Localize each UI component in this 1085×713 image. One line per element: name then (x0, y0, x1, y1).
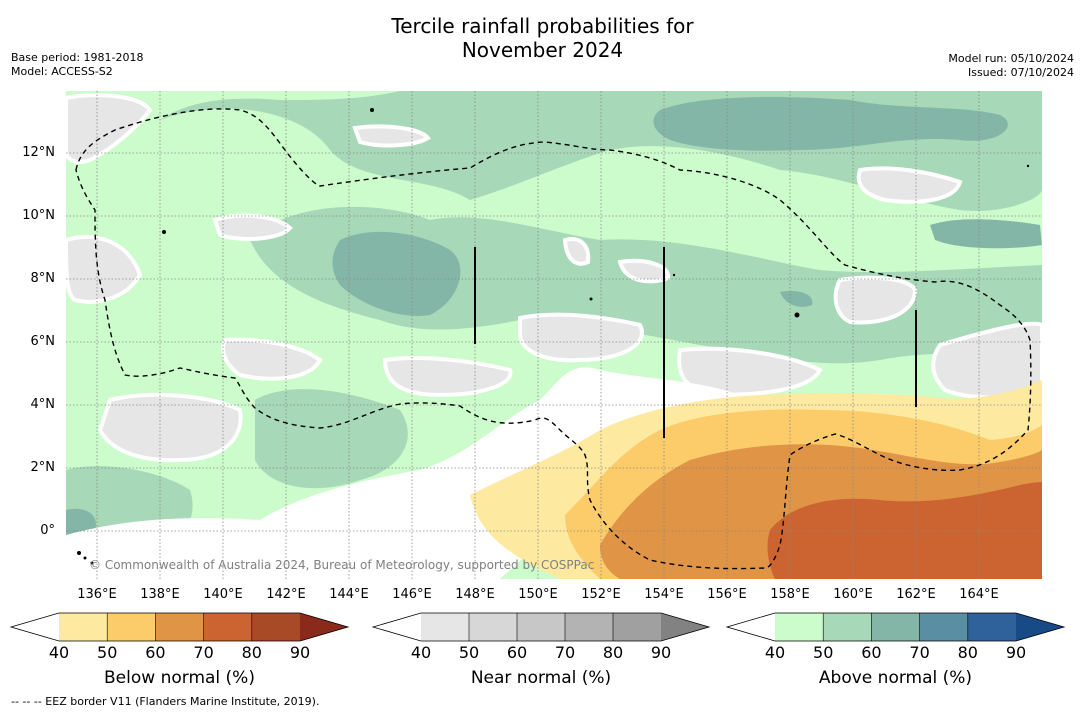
colorbar-segment (469, 613, 517, 641)
colorbar-segment (155, 613, 204, 641)
lon-tick: 154°E (644, 587, 684, 602)
colorbar-tick: 80 (241, 643, 262, 662)
colorbar-tick: 40 (48, 643, 70, 662)
lat-tick: 12°N (22, 145, 55, 160)
field-below-80 (767, 482, 1042, 579)
lon-tick: 158°E (770, 587, 810, 602)
colorbars (9, 612, 1066, 642)
colorbar-low-extension (727, 613, 775, 641)
colorbar-tick: 80 (957, 643, 978, 662)
lon-tick: 138°E (140, 587, 180, 602)
model-run: Model run: 05/10/2024 (948, 52, 1074, 65)
lat-tick: 6°N (30, 334, 56, 349)
colorbar-segment (59, 613, 108, 641)
colorbar-low-extension (11, 613, 59, 641)
lon-tick: 152°E (581, 587, 621, 602)
colorbar-2 (725, 612, 1066, 642)
lat-tick: 10°N (22, 208, 55, 223)
field-neutral (66, 367, 740, 579)
colorbar-tick: 60 (145, 643, 166, 662)
colorbar-tick: 40 (764, 643, 786, 662)
colorbar-segment (613, 613, 661, 641)
colorbar-tick: 90 (1005, 643, 1027, 662)
eez-legend-note: -- -- -- EEZ border V11 (Flanders Marine… (11, 695, 320, 708)
colorbar-segment (823, 613, 872, 641)
map-title: Tercile rainfall probabilities for Novem… (0, 14, 1085, 62)
lat-tick: 4°N (30, 397, 56, 412)
model-info: Base period: 1981-2018 Model: ACCESS-S2 (11, 51, 143, 79)
colorbar-outline (9, 612, 350, 642)
colorbar-tick: 80 (602, 643, 624, 662)
colorbar-0 (9, 612, 350, 642)
colorbar-segment (775, 613, 824, 641)
issued-date: Issued: 07/10/2024 (967, 66, 1074, 79)
colorbar-tick: 90 (650, 643, 672, 662)
colorbar-tick: 70 (193, 643, 214, 662)
colorbar-tick: 50 (97, 643, 118, 662)
colorbar-tick: 60 (506, 643, 528, 662)
lat-tick: 0° (40, 523, 55, 538)
colorbar-high-extension (661, 613, 709, 641)
colorbar-tick: 70 (909, 643, 930, 662)
lon-tick: 156°E (707, 587, 747, 602)
colorbar-tick: 70 (554, 643, 576, 662)
colorbar-label: Below normal (%) (104, 668, 255, 688)
lat-tick: 2°N (30, 460, 56, 475)
base-period: Base period: 1981-2018 (11, 51, 144, 64)
lon-tick: 150°E (518, 587, 558, 602)
islands (77, 108, 1030, 565)
colorbar-tick: 90 (289, 643, 311, 662)
field-near-normal (66, 93, 1042, 463)
lon-tick: 162°E (896, 587, 936, 602)
lat-tick: 8°N (30, 271, 56, 286)
run-info: Model run: 05/10/2024 Issued: 07/10/2024 (948, 52, 1074, 80)
field-above-70 (66, 97, 1042, 540)
colorbar-segment (565, 613, 613, 641)
colorbar-segment (421, 613, 469, 641)
eez-borders (75, 108, 1032, 570)
probability-fields (66, 91, 1042, 579)
title-line-2: November 2024 (461, 38, 624, 62)
colorbar-1 (371, 612, 711, 642)
lon-tick: 148°E (455, 587, 495, 602)
model-name: Model: ACCESS-S2 (11, 65, 113, 78)
title-line-1: Tercile rainfall probabilities for (391, 14, 694, 38)
lon-tick: 136°E (77, 587, 117, 602)
lon-tick: 140°E (203, 587, 243, 602)
colorbar-segment (967, 613, 1016, 641)
lon-tick: 146°E (392, 587, 432, 602)
lon-tick: 164°E (959, 587, 999, 602)
colorbar-segment (919, 613, 968, 641)
lon-tick: 144°E (329, 587, 369, 602)
colorbar-outline (725, 612, 1066, 642)
colorbar-tick: 60 (861, 643, 882, 662)
colorbar-low-extension (373, 613, 421, 641)
colorbar-high-extension (300, 613, 348, 641)
colorbar-segment (203, 613, 252, 641)
colorbar-segment (107, 613, 156, 641)
gridlines (66, 91, 1042, 579)
colorbar-label: Near normal (%) (470, 668, 612, 688)
lon-tick: 142°E (266, 587, 306, 602)
colorbar-tick: 50 (813, 643, 834, 662)
colorbar-segment (517, 613, 565, 641)
colorbar-label: Above normal (%) (818, 668, 973, 688)
colorbar-tick: 40 (410, 643, 432, 662)
region-dividers (474, 247, 917, 438)
colorbar-outline (371, 612, 711, 642)
lon-tick: 160°E (833, 587, 873, 602)
colorbar-high-extension (1016, 613, 1064, 641)
colorbar-tick: 50 (458, 643, 480, 662)
copyright-note: © Commonwealth of Australia 2024, Bureau… (89, 558, 595, 572)
colorbar-segment (251, 613, 300, 641)
colorbar-segment (871, 613, 920, 641)
